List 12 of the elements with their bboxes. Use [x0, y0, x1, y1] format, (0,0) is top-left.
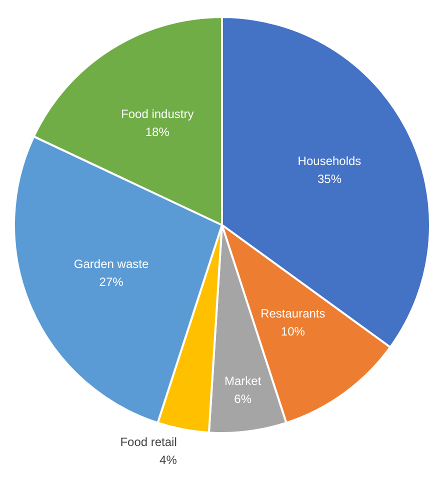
data-label: 4% — [160, 452, 178, 467]
slice-label: Restaurants — [260, 306, 326, 321]
data-label: 18% — [145, 125, 170, 140]
slice-label: Households — [298, 154, 362, 168]
data-label: 6% — [234, 392, 252, 406]
slice-label: Garden waste — [74, 256, 149, 271]
data-label: 10% — [280, 324, 306, 339]
slice-label: Food retail — [120, 434, 177, 449]
slice-label: Food industry — [121, 107, 194, 122]
data-label: 35% — [317, 172, 342, 186]
slice-label: Market — [224, 374, 262, 388]
data-label: 27% — [99, 274, 124, 289]
